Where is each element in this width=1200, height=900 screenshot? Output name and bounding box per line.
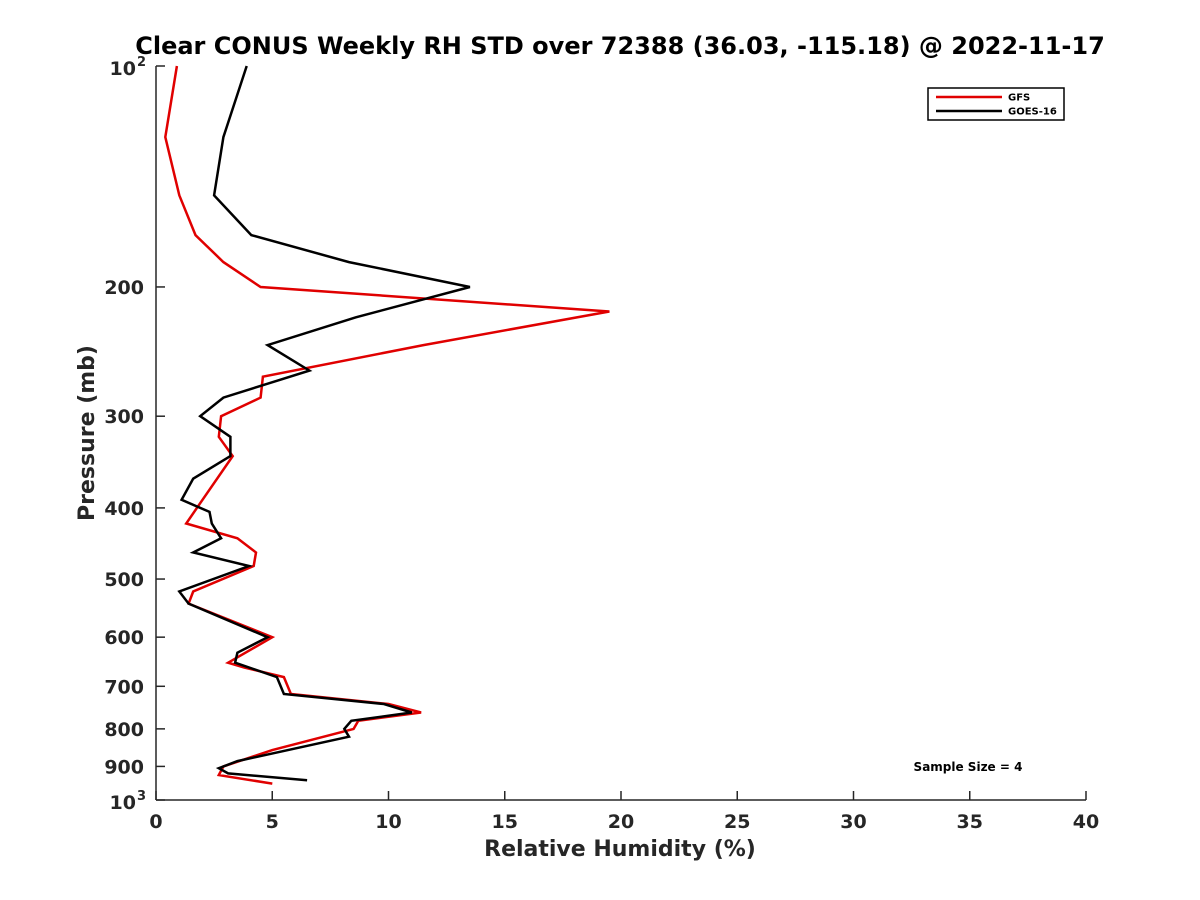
y-axis-label: Pressure (mb) xyxy=(75,345,100,521)
x-tick-label: 15 xyxy=(492,811,518,833)
x-axis-label: Relative Humidity (%) xyxy=(484,837,756,862)
y-tick-label: 900 xyxy=(104,756,144,778)
y-tick-label: 10 xyxy=(110,792,136,814)
sample-size-annotation: Sample Size = 4 xyxy=(914,760,1023,774)
x-tick-label: 0 xyxy=(149,811,162,833)
x-tick-label: 25 xyxy=(724,811,750,833)
x-tick-label: 5 xyxy=(266,811,279,833)
x-tick-label: 20 xyxy=(608,811,634,833)
y-tick-label: 700 xyxy=(104,676,144,698)
legend-box xyxy=(927,87,1065,121)
legend: GFS GOES-16 xyxy=(927,87,1065,121)
legend-label: GFS xyxy=(1008,93,1030,104)
y-tick-exponent: 3 xyxy=(137,789,146,804)
y-tick-label: 500 xyxy=(104,569,144,591)
y-tick-label: 600 xyxy=(104,627,144,649)
y-tick-exponent: 2 xyxy=(137,55,146,70)
series-line-goes-16 xyxy=(177,65,471,782)
y-tick-label: 400 xyxy=(104,498,144,520)
x-tick-label: 40 xyxy=(1073,811,1099,833)
x-tick-label: 35 xyxy=(957,811,983,833)
y-tick-label: 300 xyxy=(104,406,144,428)
y-tick-label: 800 xyxy=(104,719,144,741)
series-layer xyxy=(164,65,610,785)
chart-title: Clear CONUS Weekly RH STD over 72388 (36… xyxy=(135,32,1105,60)
y-tick-label: 10 xyxy=(110,58,136,80)
x-tick-label: 10 xyxy=(375,811,401,833)
x-tick-label: 30 xyxy=(840,811,866,833)
y-tick-label: 200 xyxy=(104,277,144,299)
legend-label: GOES-16 xyxy=(1008,107,1057,118)
